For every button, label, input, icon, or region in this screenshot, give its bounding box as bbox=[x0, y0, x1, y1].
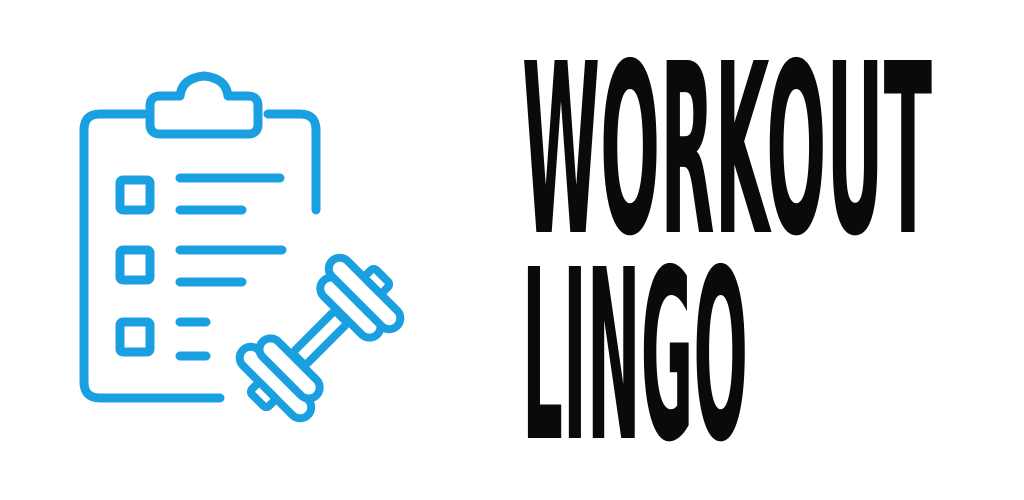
checkbox-3 bbox=[115, 317, 155, 357]
checkbox-2 bbox=[115, 245, 155, 285]
wordmark: WORKOUT LINGO bbox=[522, 48, 932, 458]
dumbbell bbox=[235, 253, 405, 423]
dumbbell-end-left bbox=[246, 379, 279, 412]
dumbbell-end-right bbox=[361, 264, 394, 297]
dumbbell-bar bbox=[290, 308, 350, 368]
clipboard-dumbbell-icon bbox=[79, 71, 405, 423]
clipboard-clip bbox=[145, 71, 263, 139]
wordmark-line-1: WORKOUT bbox=[522, 48, 932, 288]
dumbbell-plate-left-inner bbox=[255, 334, 324, 403]
clipboard-board-right bbox=[263, 109, 321, 215]
checkbox-1 bbox=[115, 175, 155, 215]
wordmark-line-2: LINGO bbox=[522, 219, 748, 458]
clipboard-board-left bbox=[79, 109, 225, 403]
